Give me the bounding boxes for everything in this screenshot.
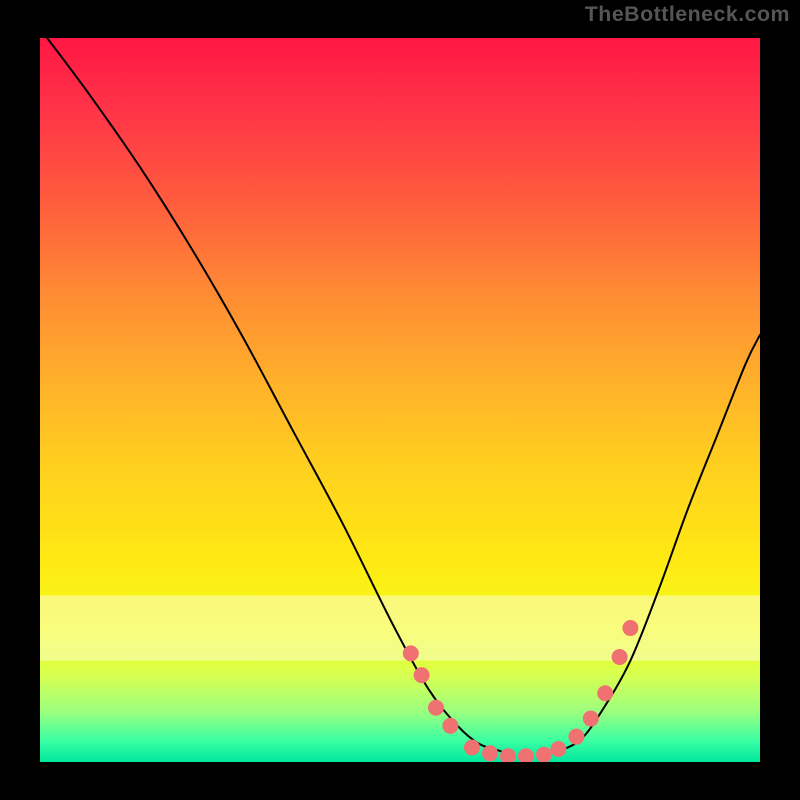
data-marker xyxy=(550,741,566,757)
data-marker xyxy=(536,747,552,762)
data-marker xyxy=(442,718,458,734)
data-marker xyxy=(403,645,419,661)
data-marker xyxy=(583,711,599,727)
plot-area xyxy=(40,38,760,762)
data-marker xyxy=(612,649,628,665)
markers-overlay xyxy=(40,38,760,762)
data-marker xyxy=(464,740,480,756)
watermark-text: TheBottleneck.com xyxy=(585,2,790,27)
data-marker xyxy=(568,729,584,745)
data-marker xyxy=(518,748,534,762)
data-marker xyxy=(414,667,430,683)
data-marker xyxy=(500,748,516,762)
data-marker xyxy=(428,700,444,716)
data-marker xyxy=(482,745,498,761)
data-marker xyxy=(597,685,613,701)
data-marker xyxy=(622,620,638,636)
